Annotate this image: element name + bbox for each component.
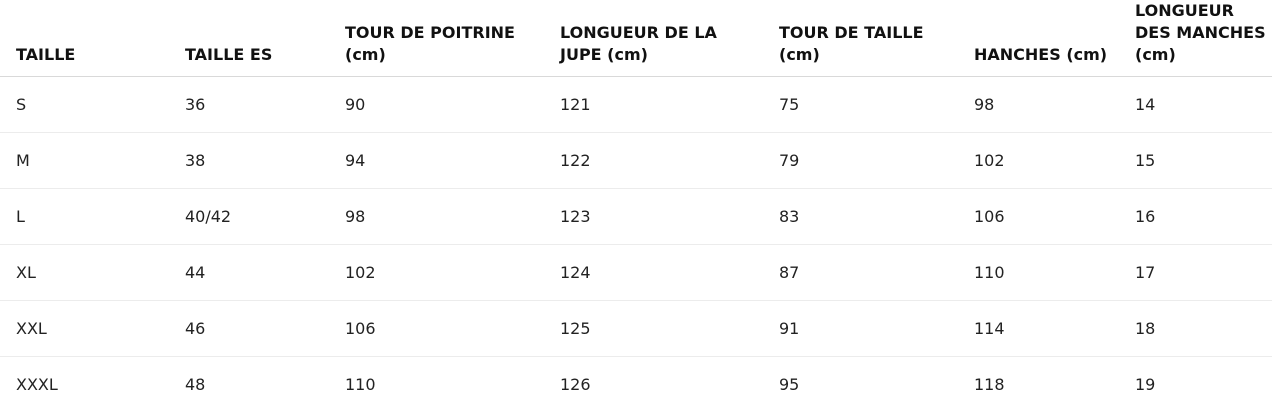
cell-tour-de-poitrine: 110: [345, 375, 376, 395]
cell-taille: S: [0, 76, 169, 133]
cell-hanches: 110: [958, 244, 1119, 301]
cell-taille-es: 38: [169, 132, 329, 189]
cell-longueur-de-la-jupe: 123: [544, 188, 763, 245]
cell-tour-de-taille: 95: [779, 375, 800, 395]
cell-longueur-des-manches: 19: [1135, 375, 1156, 395]
cell-tour-de-poitrine: 94: [329, 132, 544, 189]
cell-hanches: 98: [958, 76, 1119, 133]
table-row: XXL 46 106 125 91 114 18: [0, 300, 1272, 357]
size-chart-body: S 36 90 121 75 98 14 M 38 94 122 79 102 …: [0, 76, 1272, 413]
table-row: XXXL 48 110 126 95 118 19: [0, 357, 1272, 413]
cell-hanches: 118: [974, 375, 1005, 395]
cell-tour-de-poitrine: 102: [329, 244, 544, 301]
cell-tour-de-poitrine: 106: [329, 300, 544, 357]
cell-taille: XXL: [0, 300, 169, 357]
cell-longueur-de-la-jupe: 121: [544, 76, 763, 133]
cell-taille: M: [0, 132, 169, 189]
cell-taille-es: 40/42: [169, 188, 329, 245]
cell-taille: XL: [0, 244, 169, 301]
cell-longueur-des-manches: 15: [1119, 132, 1272, 189]
header-tour-de-taille: TOUR DE TAILLE (cm): [763, 0, 958, 77]
cell-longueur-de-la-jupe: 124: [544, 244, 763, 301]
cell-taille-es: 48: [185, 375, 206, 395]
cell-tour-de-taille: 83: [763, 188, 958, 245]
header-taille: TAILLE: [0, 0, 169, 77]
cell-tour-de-taille: 87: [763, 244, 958, 301]
cell-longueur-des-manches: 18: [1119, 300, 1272, 357]
cell-tour-de-taille: 91: [763, 300, 958, 357]
cell-taille: XXXL: [16, 375, 58, 395]
table-row: L 40/42 98 123 83 106 16: [0, 188, 1272, 245]
cell-tour-de-taille: 79: [763, 132, 958, 189]
cell-taille: L: [0, 188, 169, 245]
cell-taille-es: 46: [169, 300, 329, 357]
cell-taille-es: 36: [169, 76, 329, 133]
header-longueur-des-manches: LONGUEUR DES MANCHES (cm): [1119, 0, 1272, 77]
cell-tour-de-taille: 75: [763, 76, 958, 133]
table-row: XL 44 102 124 87 110 17: [0, 244, 1272, 301]
cell-taille-es: 44: [169, 244, 329, 301]
cell-longueur-des-manches: 14: [1119, 76, 1272, 133]
cell-tour-de-poitrine: 98: [329, 188, 544, 245]
cell-hanches: 114: [958, 300, 1119, 357]
table-row: M 38 94 122 79 102 15: [0, 132, 1272, 189]
header-row: TAILLE TAILLE ES TOUR DE POITRINE (cm) L…: [0, 0, 1272, 77]
cell-tour-de-poitrine: 90: [329, 76, 544, 133]
cell-longueur-de-la-jupe: 125: [544, 300, 763, 357]
header-tour-de-poitrine: TOUR DE POITRINE (cm): [329, 0, 544, 77]
size-chart-header: TAILLE TAILLE ES TOUR DE POITRINE (cm) L…: [0, 0, 1272, 77]
cell-longueur-des-manches: 17: [1119, 244, 1272, 301]
header-hanches: HANCHES (cm): [958, 0, 1119, 77]
table-row: S 36 90 121 75 98 14: [0, 76, 1272, 133]
cell-hanches: 106: [958, 188, 1119, 245]
header-longueur-de-la-jupe: LONGUEUR DE LA JUPE (cm): [544, 0, 763, 77]
cell-longueur-de-la-jupe: 126: [560, 375, 591, 395]
header-taille-es: TAILLE ES: [169, 0, 329, 77]
cell-hanches: 102: [958, 132, 1119, 189]
cell-longueur-de-la-jupe: 122: [544, 132, 763, 189]
cell-longueur-des-manches: 16: [1119, 188, 1272, 245]
